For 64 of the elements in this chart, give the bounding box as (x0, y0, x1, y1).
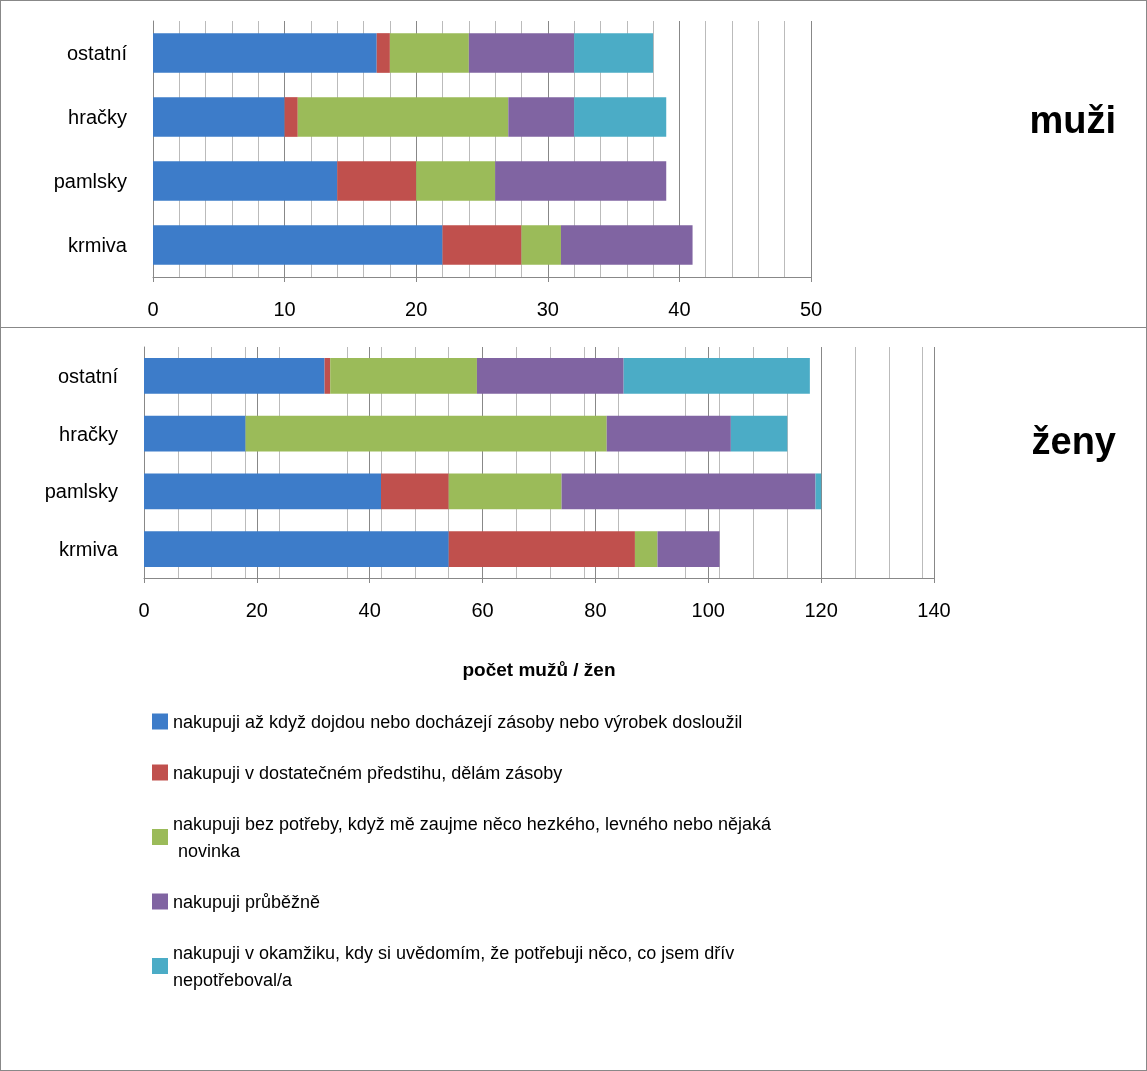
bar (574, 33, 654, 73)
bar (560, 225, 693, 265)
x-tick-label: 20 (245, 599, 268, 621)
y-tick-label: ostatní (57, 364, 119, 387)
bar (623, 357, 810, 394)
bar (376, 33, 390, 73)
legend-label: nakupuji v dostatečném předstihu, dělám zásoby (173, 762, 563, 783)
x-tick-label: 10 (273, 298, 296, 320)
x-tick-label: 60 (471, 599, 494, 621)
text: muži (1029, 99, 1116, 141)
bar (495, 161, 667, 201)
y-tick-label: ostatní (66, 42, 128, 64)
bar (297, 97, 509, 137)
x-tick-label: 50 (799, 298, 823, 320)
bar (561, 473, 816, 510)
bar (521, 225, 561, 265)
y-tick-label: pamlsky (44, 480, 118, 503)
y-tick-label: hračky (59, 422, 118, 445)
bar (337, 161, 417, 201)
bar (330, 357, 477, 394)
bar (245, 415, 607, 452)
x-tick-label: 20 (405, 298, 428, 320)
bar (476, 357, 624, 394)
bar (153, 161, 338, 201)
bar (634, 531, 658, 568)
bar (416, 161, 496, 201)
text: ženy (1031, 420, 1116, 462)
legend-label: nakupuji až když dojdou nebo docházejí zásoby nebo výrobek dosloužil (173, 711, 743, 732)
bar (153, 33, 377, 73)
legend-label: nakupuji v okamžiku, kdy si uvědomím, že potřebuji něco, co jsem dřív nepotřeboval/a (173, 942, 740, 990)
x-tick-label: 0 (147, 298, 159, 320)
x-tick-label: 140 (917, 599, 951, 621)
x-tick-label: 100 (691, 599, 725, 621)
bar (574, 97, 667, 137)
legend-label: nakupuji průběžně (173, 891, 321, 912)
bar (153, 97, 285, 137)
bar (730, 415, 788, 452)
x-tick-label: 80 (584, 599, 607, 621)
bar (389, 33, 469, 73)
bar (657, 531, 720, 568)
x-tick-label: 40 (668, 298, 691, 320)
bar (144, 473, 381, 510)
bar (448, 531, 635, 568)
bar (144, 357, 325, 394)
bar (448, 473, 562, 510)
y-tick-label: hračky (68, 106, 127, 128)
x-tick-label: 0 (138, 599, 150, 621)
bar (606, 415, 731, 452)
bar (153, 225, 443, 265)
y-tick-label: pamlsky (53, 170, 127, 192)
x-tick-label: 40 (358, 599, 381, 621)
bar (144, 531, 449, 568)
bar (284, 97, 298, 137)
bar (468, 33, 575, 73)
x-tick-label: 30 (536, 298, 559, 320)
x-tick-label: 120 (804, 599, 838, 621)
bar (144, 415, 246, 452)
y-tick-label: krmiva (59, 538, 119, 561)
bar (508, 97, 575, 137)
y-tick-label: krmiva (68, 234, 128, 256)
legend-label: nakupuji bez potřeby, když mě zaujme něco hezkého, levného nebo nějaká novinka (173, 813, 773, 861)
bar (442, 225, 522, 265)
bar (381, 473, 449, 510)
x-axis-title: počet mužů / žen (462, 659, 616, 680)
